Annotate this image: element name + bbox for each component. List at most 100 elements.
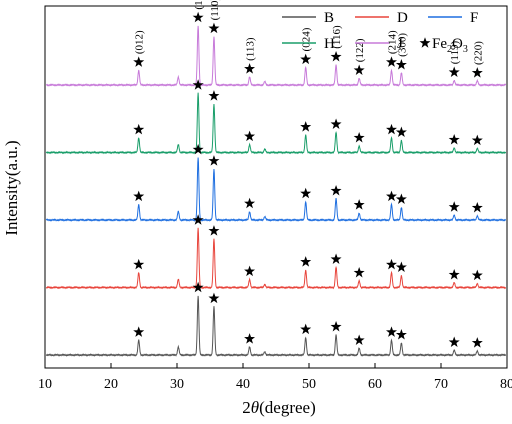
x-tick-label: 10 [38, 377, 52, 392]
x-tick-label: 50 [302, 377, 316, 392]
legend-label-D: D [397, 10, 408, 26]
x-axis-label-theta: θ [251, 398, 259, 417]
star-marker [192, 214, 204, 225]
star-marker [300, 323, 312, 335]
star-marker [133, 190, 145, 202]
x-tick-label: 40 [236, 377, 250, 392]
series-line-H [45, 92, 507, 155]
x-tick-label: 60 [368, 377, 382, 392]
tick-layer: 10 20 30 40 50 60 70 80 [38, 363, 512, 392]
x-axis-label-suffix: (degree) [259, 398, 316, 417]
legend-marker-o: O [452, 36, 463, 52]
star-marker [244, 63, 256, 74]
series-line-J [45, 25, 507, 87]
star-marker [208, 155, 220, 166]
star-marker [208, 90, 220, 101]
star-marker [471, 337, 483, 348]
star-marker [300, 121, 312, 132]
star-marker [386, 190, 397, 202]
legend-label-J: J [397, 36, 403, 52]
star-marker [133, 56, 145, 67]
series-line-B [45, 295, 507, 357]
star-marker [448, 201, 460, 212]
star-marker [244, 333, 256, 344]
hkl-label: (116) [331, 25, 343, 49]
plot-area: (012) (104) (110) (113) (024) (116) (122) (214)… [38, 0, 512, 392]
legend-star-icon [419, 37, 431, 48]
star-marker [448, 336, 460, 347]
hkl-label: (024) [301, 27, 313, 51]
star-marker [192, 11, 204, 23]
x-tick-label: 30 [170, 377, 184, 392]
hkl-label: (012) [134, 30, 146, 54]
star-marker [300, 187, 312, 199]
star-marker [395, 193, 407, 204]
star-marker [133, 123, 145, 135]
x-tick-label: 20 [104, 377, 118, 392]
star-marker [471, 201, 483, 213]
star-marker [208, 22, 220, 34]
star-marker [386, 123, 397, 135]
legend-marker-sub2: 3 [463, 44, 468, 55]
series-line-D [45, 227, 507, 290]
star-marker [300, 256, 312, 267]
star-marker [244, 130, 256, 142]
star-marker [244, 265, 256, 277]
star-marker [448, 133, 460, 145]
star-marker [386, 326, 397, 337]
star-layer [133, 11, 483, 348]
star-marker [330, 253, 342, 264]
star-marker [244, 197, 256, 209]
star-marker [353, 266, 365, 278]
star-marker [471, 269, 483, 281]
star-marker [330, 118, 342, 129]
legend-label-F: F [470, 10, 478, 26]
star-marker [471, 67, 483, 78]
hkl-label: (220) [472, 41, 484, 65]
star-marker [353, 131, 365, 143]
star-marker [208, 225, 220, 236]
star-marker [133, 258, 145, 270]
x-axis-label: 2θ(degree) [242, 398, 315, 417]
star-marker [395, 329, 407, 340]
legend: B D F H J Fe2O3 [282, 10, 478, 55]
plot-frame [44, 5, 508, 369]
star-marker [330, 50, 342, 62]
star-marker [353, 64, 365, 75]
star-marker [330, 184, 342, 196]
star-marker [330, 320, 342, 332]
hkl-label: (214) [387, 30, 399, 54]
star-marker [300, 53, 312, 65]
legend-label-B: B [324, 10, 334, 26]
y-axis-label: Intensity(a.u.) [2, 140, 21, 235]
legend-entries: B D F H J [282, 10, 478, 52]
hkl-label: (300) [396, 33, 408, 57]
star-marker [448, 268, 460, 280]
x-tick-label: 70 [434, 377, 448, 392]
hkl-layer: (012) (104) (110) (113) (024) (116) (122) (214)… [134, 0, 485, 65]
star-marker [353, 334, 365, 345]
legend-marker-entry: Fe2O3 [419, 36, 468, 55]
star-marker [471, 134, 483, 146]
legend-marker-label: Fe2O3 [432, 36, 468, 55]
legend-marker-fe: Fe [432, 36, 447, 52]
hkl-label: (119) [449, 41, 461, 65]
star-marker [386, 258, 397, 270]
star-marker [192, 281, 204, 293]
star-marker [395, 126, 407, 138]
star-marker [208, 292, 220, 304]
legend-label-H: H [324, 36, 335, 52]
series-layer [45, 25, 507, 357]
legend-marker-sub1: 2 [447, 44, 452, 55]
star-marker [353, 199, 365, 210]
series-line-F [45, 157, 507, 222]
star-marker [386, 56, 397, 67]
hkl-label: (122) [354, 38, 366, 62]
x-axis-label-prefix: 2 [242, 398, 251, 417]
hkl-label: (104) [193, 0, 205, 10]
star-marker [395, 59, 407, 70]
star-marker [192, 79, 204, 90]
star-marker [133, 326, 145, 337]
star-marker [395, 261, 407, 273]
